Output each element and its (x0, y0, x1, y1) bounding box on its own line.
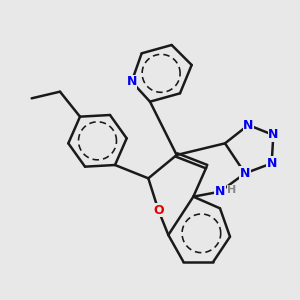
Text: O: O (153, 203, 164, 217)
Text: N: N (268, 128, 278, 142)
Text: N: N (215, 185, 225, 198)
Text: N: N (127, 75, 137, 88)
Text: N: N (243, 118, 254, 131)
Text: H: H (227, 185, 236, 195)
Text: N: N (266, 157, 277, 170)
Text: N: N (240, 167, 250, 180)
